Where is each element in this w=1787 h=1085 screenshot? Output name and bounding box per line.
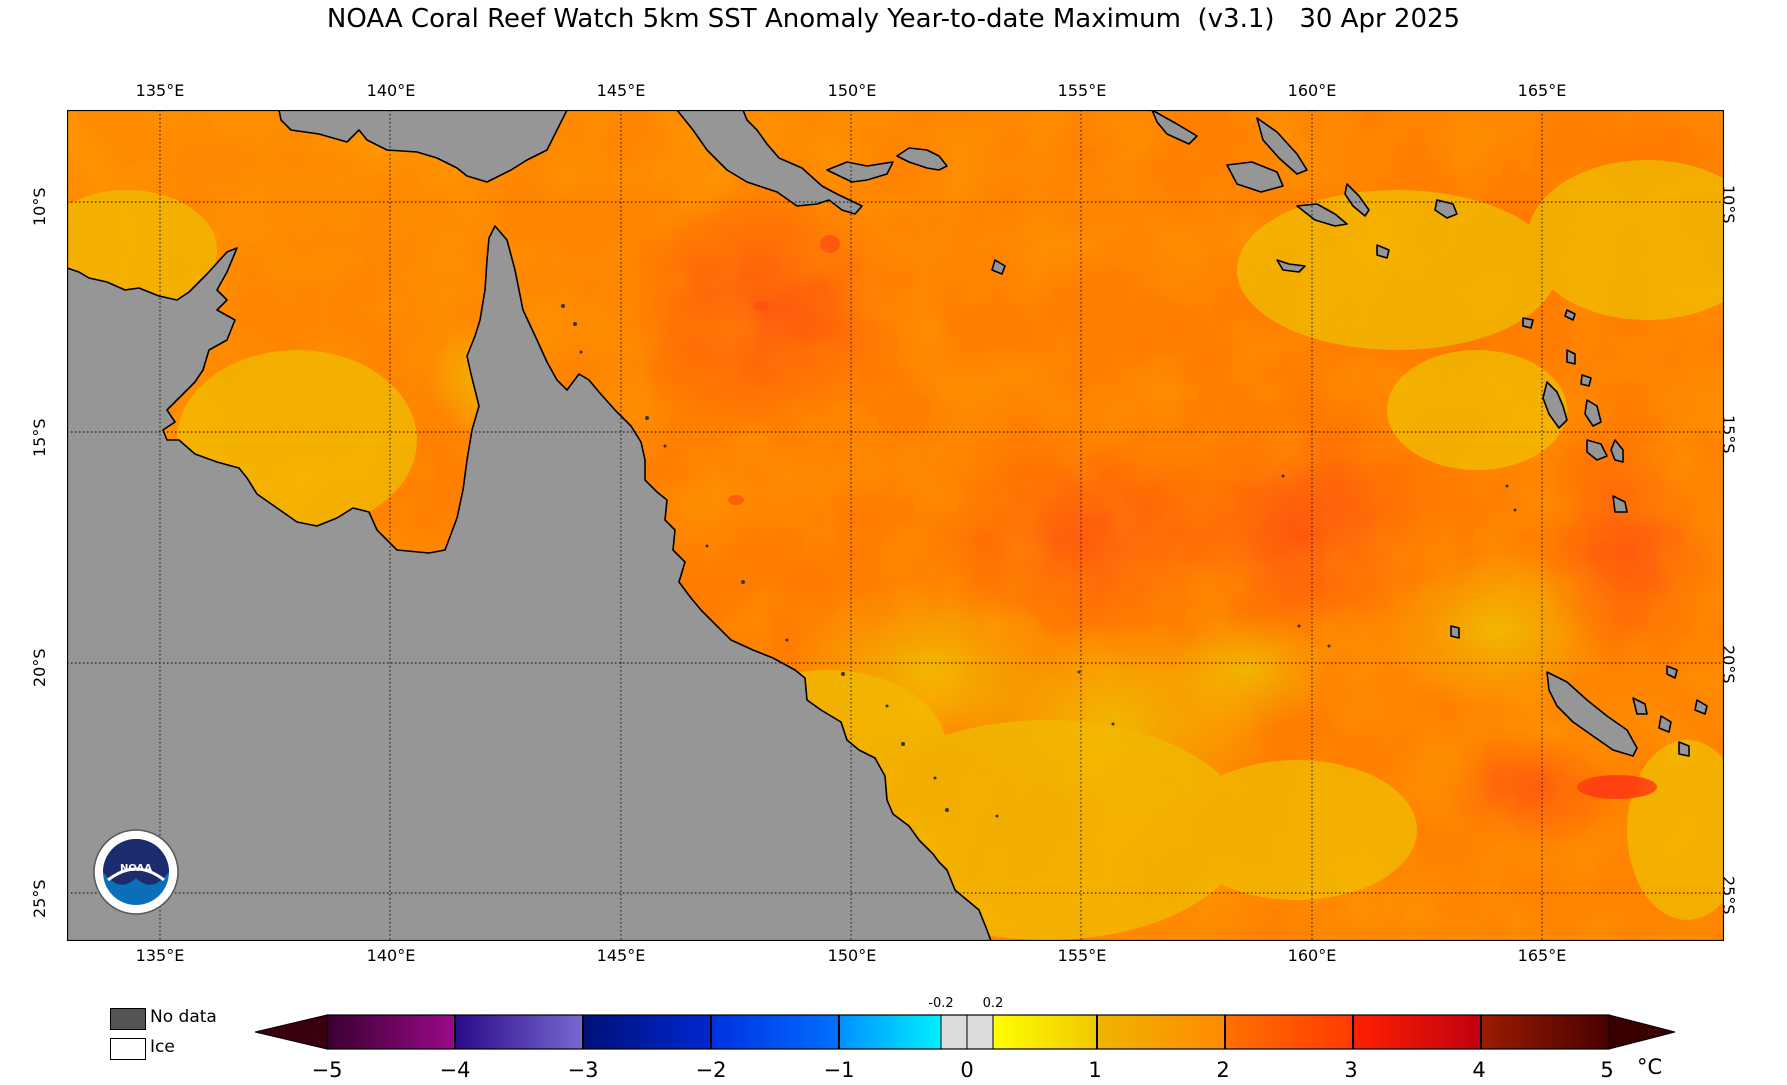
land-vanuatu-erromango <box>1610 439 1624 463</box>
land-islet <box>1666 665 1678 679</box>
colorbar-label: −4 <box>439 1058 471 1082</box>
lat-tick-left: 20°S <box>30 648 49 687</box>
ice-label: Ice <box>150 1037 175 1057</box>
lon-tick-bottom: 165°E <box>1517 946 1567 965</box>
lon-tick-top: 155°E <box>1057 81 1107 100</box>
colorbar-label: 2 <box>1216 1058 1230 1082</box>
land-solomon-guadalcanal <box>1226 161 1284 193</box>
land-new-ireland <box>896 147 948 171</box>
land-vanuatu-north <box>1566 349 1576 365</box>
colorbar-segment <box>1481 1015 1609 1049</box>
land-bougainville <box>1151 110 1198 145</box>
lon-tick-top: 165°E <box>1517 81 1567 100</box>
land-australia <box>67 225 992 941</box>
colorbar-segment <box>1097 1015 1225 1049</box>
lon-tick-bottom: 145°E <box>596 946 646 965</box>
land-islet <box>1376 244 1390 259</box>
colorbar-label: −2 <box>695 1058 727 1082</box>
colorbar-segment <box>711 1015 839 1049</box>
colorbar-label: 3 <box>1344 1058 1358 1082</box>
colorbar-minor-dividers <box>940 1015 994 1049</box>
colorbar-segment <box>1225 1015 1353 1049</box>
colorbar <box>255 1014 1675 1050</box>
lon-tick-top: 145°E <box>596 81 646 100</box>
colorbar-small-label: 0.2 <box>982 996 1004 1011</box>
lat-tick-left: 25°S <box>30 879 49 918</box>
land-vanuatu-north2 <box>1580 374 1592 387</box>
land-islet <box>1450 625 1460 639</box>
lon-tick-bottom: 140°E <box>366 946 416 965</box>
colorbar-frame <box>326 1014 1610 1050</box>
colorbar-label: −1 <box>823 1058 855 1082</box>
map-title: NOAA Coral Reef Watch 5km SST Anomaly Ye… <box>326 4 1461 34</box>
no-data-swatch <box>110 1008 146 1030</box>
land-new-caledonia <box>1546 671 1638 757</box>
colorbar-label: −5 <box>311 1058 343 1082</box>
land-vanuatu-efate <box>1586 439 1608 461</box>
land-loyalty-islands <box>1678 741 1690 757</box>
no-data-label: No data <box>150 1007 217 1027</box>
land-vanuatu-tanna <box>1612 495 1628 513</box>
colorbar-label: −3 <box>567 1058 599 1082</box>
noaa-logo: NOAA <box>93 829 179 915</box>
land-islet <box>1694 699 1708 715</box>
land-vanuatu-malakula <box>1584 399 1602 427</box>
colorbar-label: 4 <box>1472 1058 1486 1082</box>
colorbar-unit: °C <box>1637 1055 1663 1079</box>
colorbar-label: 5 <box>1600 1058 1614 1082</box>
land-solomon-makira <box>1296 203 1348 227</box>
land-solomon-malaita <box>1344 183 1370 217</box>
colorbar-max-arrow <box>1608 1014 1675 1050</box>
land-islet <box>991 259 1006 275</box>
ice-swatch <box>110 1038 146 1060</box>
colorbar-small-label: -0.2 <box>928 996 954 1011</box>
lat-tick-left: 10°S <box>30 187 49 226</box>
colorbar-dividers <box>454 1015 1482 1049</box>
land-islet <box>1434 199 1458 219</box>
noaa-logo-text: NOAA <box>120 863 152 874</box>
land-solomon-rennell <box>1276 259 1306 273</box>
land-vanuatu-espiritu <box>1542 381 1568 429</box>
colorbar-segment <box>455 1015 583 1049</box>
land-islet <box>1522 317 1534 329</box>
colorbar-segment <box>583 1015 711 1049</box>
colorbar-label: 0 <box>960 1058 974 1082</box>
colorbar-label: 1 <box>1088 1058 1102 1082</box>
land-new-britain <box>826 161 894 183</box>
land-loyalty-islands <box>1632 697 1648 715</box>
sst-anomaly-map <box>67 110 1724 941</box>
land-new-guinea <box>278 110 568 183</box>
land-solomon-isabel <box>1256 117 1308 175</box>
lon-tick-bottom: 135°E <box>135 946 185 965</box>
colorbar-segment <box>327 1015 455 1049</box>
lon-tick-bottom: 160°E <box>1287 946 1337 965</box>
graticule <box>67 110 1724 941</box>
colorbar-min-arrow <box>255 1014 328 1050</box>
colorbar-segment <box>1353 1015 1481 1049</box>
lon-tick-top: 150°E <box>827 81 877 100</box>
reef-specks <box>561 304 1517 818</box>
lon-tick-top: 160°E <box>1287 81 1337 100</box>
lon-tick-top: 135°E <box>135 81 185 100</box>
land-islet <box>1564 309 1576 321</box>
lon-tick-bottom: 155°E <box>1057 946 1107 965</box>
lon-tick-top: 140°E <box>366 81 416 100</box>
colorbar-segment <box>993 1015 1097 1049</box>
lon-tick-bottom: 150°E <box>827 946 877 965</box>
lat-tick-left: 15°S <box>30 418 49 457</box>
map-frame <box>67 110 1724 941</box>
land-new-guinea-east <box>676 110 863 215</box>
land-loyalty-islands <box>1658 715 1672 733</box>
colorbar-segment <box>839 1015 941 1049</box>
